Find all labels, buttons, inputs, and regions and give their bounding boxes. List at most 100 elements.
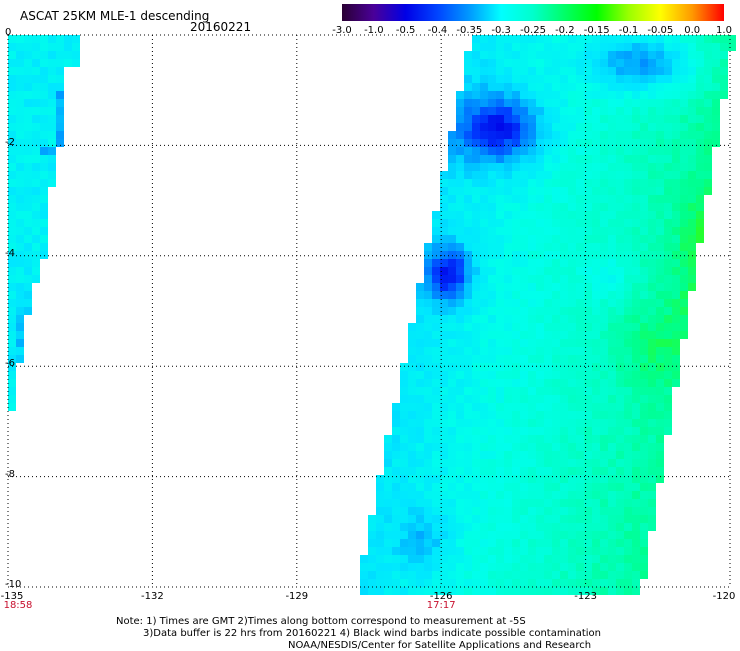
swath-cell <box>456 107 464 115</box>
swath-cell <box>624 371 632 379</box>
swath-cell <box>520 299 528 307</box>
swath-cell <box>624 179 632 187</box>
swath-cell <box>448 275 456 283</box>
swath-cell <box>480 83 488 91</box>
swath-cell <box>488 51 496 59</box>
swath-cell <box>632 419 640 427</box>
swath-cell <box>480 187 488 195</box>
swath-cell <box>448 579 456 587</box>
swath-cell <box>512 275 520 283</box>
swath-cell <box>40 131 48 139</box>
swath-cell <box>24 307 32 315</box>
swath-cell <box>560 283 568 291</box>
swath-cell <box>568 459 576 467</box>
swath-cell <box>552 275 560 283</box>
y-tick-label: -10 <box>5 579 22 590</box>
swath-cell <box>448 243 456 251</box>
swath-cell <box>520 323 528 331</box>
swath-cell <box>560 147 568 155</box>
swath-cell <box>512 547 520 555</box>
swath-cell <box>472 195 480 203</box>
swath-cell <box>592 155 600 163</box>
swath-cell <box>408 347 416 355</box>
swath-cell <box>544 515 552 523</box>
swath-cell <box>8 339 16 347</box>
swath-cell <box>520 163 528 171</box>
swath-cell <box>640 67 648 75</box>
swath-cell <box>656 307 664 315</box>
x-tick-label: -120 <box>712 591 736 602</box>
swath-cell <box>600 75 608 83</box>
swath-cell <box>616 91 624 99</box>
swath-cell <box>504 411 512 419</box>
swath-cell <box>696 131 704 139</box>
swath-cell <box>592 475 600 483</box>
swath-cell <box>536 515 544 523</box>
swath-cell <box>464 435 472 443</box>
swath-cell <box>552 387 560 395</box>
swath-cell <box>584 347 592 355</box>
swath-cell <box>464 563 472 571</box>
swath-cell <box>664 131 672 139</box>
swath-cell <box>488 251 496 259</box>
swath-cell <box>416 291 424 299</box>
swath-cell <box>696 203 704 211</box>
swath-cell <box>664 371 672 379</box>
swath-cell <box>16 131 24 139</box>
swath-cell <box>608 339 616 347</box>
swath-cell <box>656 331 664 339</box>
swath-cell <box>664 219 672 227</box>
swath-cell <box>536 171 544 179</box>
swath-cell <box>624 339 632 347</box>
swath-cell <box>472 515 480 523</box>
swath-cell <box>568 115 576 123</box>
swath-cell <box>40 35 48 43</box>
swath-cell <box>488 235 496 243</box>
swath-cell <box>560 555 568 563</box>
swath-cell <box>544 35 552 43</box>
swath-cell <box>416 283 424 291</box>
swath-cell <box>400 379 408 387</box>
swath-cell <box>648 123 656 131</box>
swath-cell <box>576 395 584 403</box>
swath-cell <box>568 123 576 131</box>
swath-cell <box>504 275 512 283</box>
swath-cell <box>544 99 552 107</box>
swath-cell <box>504 435 512 443</box>
swath-cell <box>624 387 632 395</box>
swath-cell <box>696 171 704 179</box>
swath-cell <box>496 35 504 43</box>
swath-cell <box>576 499 584 507</box>
swath-cell <box>448 491 456 499</box>
swath-cell <box>680 267 688 275</box>
swath-cell <box>448 315 456 323</box>
swath-cell <box>464 539 472 547</box>
swath-cell <box>568 563 576 571</box>
map-date: 20160221 <box>190 20 252 34</box>
swath-cell <box>648 155 656 163</box>
swath-cell <box>640 539 648 547</box>
swath-cell <box>512 419 520 427</box>
swath-cell <box>464 571 472 579</box>
swath-cell <box>592 491 600 499</box>
swath-cell <box>632 339 640 347</box>
swath-cell <box>456 283 464 291</box>
swath-cell <box>72 59 80 67</box>
swath-cell <box>16 251 24 259</box>
swath-cell <box>400 395 408 403</box>
swath-cell <box>16 195 24 203</box>
swath-cell <box>648 163 656 171</box>
swath-cell <box>680 331 688 339</box>
swath-cell <box>600 139 608 147</box>
swath-cell <box>648 51 656 59</box>
swath-cell <box>8 131 16 139</box>
swath-cell <box>648 435 656 443</box>
swath-cell <box>664 395 672 403</box>
swath-cell <box>16 155 24 163</box>
swath-cell <box>592 579 600 587</box>
swath-cell <box>552 355 560 363</box>
swath-cell <box>8 235 16 243</box>
swath-cell <box>616 115 624 123</box>
swath-cell <box>480 371 488 379</box>
swath-cell <box>608 131 616 139</box>
